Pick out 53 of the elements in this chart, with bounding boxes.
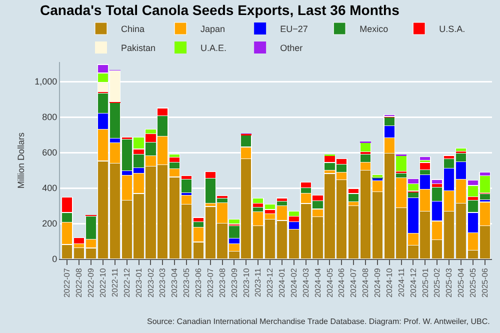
x-tick-label: 2024-08 xyxy=(361,268,370,298)
y-tick-label: 600 xyxy=(42,148,58,158)
x-tick-label: 2022-11 xyxy=(110,268,120,297)
x-tick-label: 2024-10 xyxy=(384,268,394,298)
legend-label: Mexico xyxy=(360,24,388,34)
x-tick-label: 2022-09 xyxy=(86,268,96,298)
x-tick-label: 2023-12 xyxy=(266,268,275,298)
y-tick-label: 800 xyxy=(42,112,58,122)
x-tick-label: 2025-01 xyxy=(420,268,430,298)
x-tick-label: 2025-06 xyxy=(480,268,490,298)
x-tick-label: 2025-05 xyxy=(468,268,478,298)
x-tick-label: 2024-12 xyxy=(408,268,418,298)
y-axis-title: Million Dollars xyxy=(16,132,26,189)
x-tick-label: 2023-09 xyxy=(230,268,239,298)
x-tick-label: 2024-04 xyxy=(313,268,322,298)
x-tick-label: 2023-03 xyxy=(158,268,168,298)
chart-title: Canada's Total Canola Seeds Exports, Last 36 Months xyxy=(40,2,400,18)
x-tick-label: 2023-02 xyxy=(146,268,156,298)
source-note: Source: Canadian International Merchandise Trade Database. Diagram: Prof. W. Antweiler, UBC. xyxy=(147,317,490,326)
y-tick-label: 400 xyxy=(42,183,58,194)
x-tick-label: 2025-03 xyxy=(444,268,454,298)
x-tick-label: 2022-12 xyxy=(122,268,132,298)
legend-label: China xyxy=(121,24,145,34)
legend-label: U.A.E. xyxy=(200,43,227,54)
legend-label: Japan xyxy=(200,24,226,34)
legend-label: EU−27 xyxy=(280,24,308,34)
x-tick-label: 2023-06 xyxy=(194,268,204,298)
x-tick-label: 2024-11 xyxy=(396,268,406,297)
x-tick-label: 2024-09 xyxy=(373,268,382,298)
x-tick-label: 2023-07 xyxy=(206,268,215,298)
x-tick-label: 2023-11 xyxy=(254,268,263,297)
x-tick-label: 2025-04 xyxy=(456,268,466,298)
x-tick-label: 2022-08 xyxy=(74,268,84,298)
x-tick-label: 2025-02 xyxy=(432,268,442,298)
x-tick-label: 2024-02 xyxy=(290,268,298,298)
x-tick-label: 2023-01 xyxy=(134,268,144,298)
x-tick-label: 2023-04 xyxy=(170,268,180,298)
legend-label: Pakistan xyxy=(121,43,156,54)
y-tick-label: 200 xyxy=(42,218,58,229)
x-tick-label: 2024-03 xyxy=(301,268,310,298)
x-tick-label: 2022-10 xyxy=(98,268,108,298)
legend-label: U.S.A. xyxy=(439,24,466,34)
x-tick-label: 2023-08 xyxy=(218,268,227,298)
x-tick-label: 2024-06 xyxy=(337,268,346,298)
x-tick-label: 2022-07 xyxy=(62,268,72,298)
y-tick-label: 1,000 xyxy=(34,76,58,87)
x-tick-label: 2024-05 xyxy=(325,268,334,298)
x-tick-label: 2024-07 xyxy=(349,268,358,298)
x-tick-label: 2023-10 xyxy=(242,268,251,298)
legend-label: Other xyxy=(280,43,303,54)
x-tick-label: 2024-01 xyxy=(278,268,287,298)
y-tick-label: 0 xyxy=(52,254,58,264)
x-tick-label: 2023-05 xyxy=(182,268,192,298)
